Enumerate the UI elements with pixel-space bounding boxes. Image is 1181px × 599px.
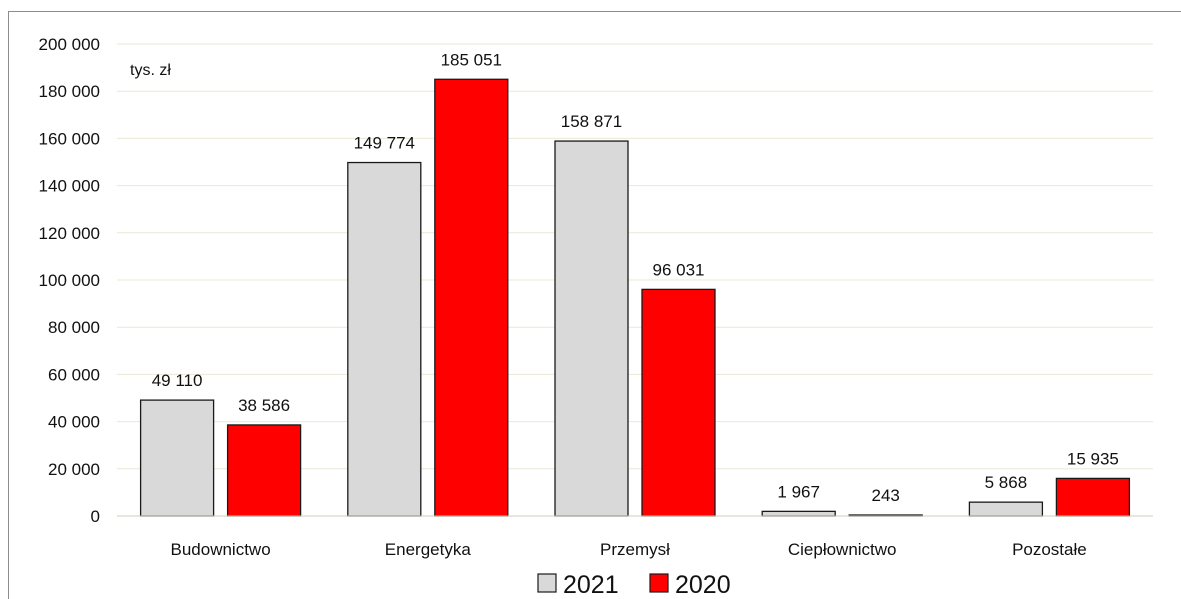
y-tick-label: 120 000 [39,224,100,243]
data-label: 1 967 [777,482,820,501]
y-tick-label: 140 000 [39,177,100,196]
x-category-label: Ciepłownictwo [788,540,897,559]
bar-2020-1 [434,78,509,517]
data-label: 49 110 [152,371,203,390]
y-tick-label: 160 000 [39,129,100,148]
bar-2021-3 [761,510,836,517]
data-label: 38 586 [238,396,290,415]
bar-2021-4 [968,501,1044,517]
y-tick-label: 180 000 [39,82,100,101]
y-tick-label: 40 000 [48,413,100,432]
legend-swatch-2020 [649,573,669,593]
data-label: 243 [872,486,900,505]
data-label: 158 871 [561,112,622,131]
y-tick-label: 200 000 [39,35,100,54]
y-axis-ticks: 0 20 000 40 000 60 000 80 000 100 000 120 000 1… [39,35,100,526]
data-label: 5 868 [985,473,1028,492]
unit-label: tys. zł [130,62,171,79]
data-label: 15 935 [1067,449,1119,468]
bar-2021-1 [347,161,422,517]
y-tick-label: 0 [91,507,100,526]
y-tick-label: 100 000 [39,271,100,290]
x-category-label: Pozostałe [1012,540,1087,559]
data-label: 96 031 [653,260,705,279]
x-category-label: Budownictwo [171,540,271,559]
legend: 2021 2020 [537,571,731,599]
bars: 49 110 38 586 149 774 185 051 158 871 96 031 1… [139,50,1131,517]
bar-2020-0 [226,424,302,517]
x-category-label: Energetyka [385,540,472,559]
category-labels: Budownictwo Energetyka Przemysł Ciepłownict… [171,540,1087,559]
legend-label-2021: 2021 [563,571,619,599]
data-label: 149 774 [354,134,415,153]
bar-2020-4 [1055,477,1131,517]
bar-2021-2 [554,140,629,517]
chart-frame [8,11,1181,599]
y-tick-label: 80 000 [48,318,100,337]
x-category-label: Przemysł [600,540,670,559]
gridlines [117,43,1153,470]
bar-2021-0 [139,399,215,517]
legend-label-2020: 2020 [675,571,731,599]
y-tick-label: 60 000 [48,365,100,384]
legend-swatch-2021 [537,573,557,593]
y-tick-label: 20 000 [48,460,100,479]
bar-2020-2 [641,288,716,517]
data-label: 185 051 [441,50,502,69]
